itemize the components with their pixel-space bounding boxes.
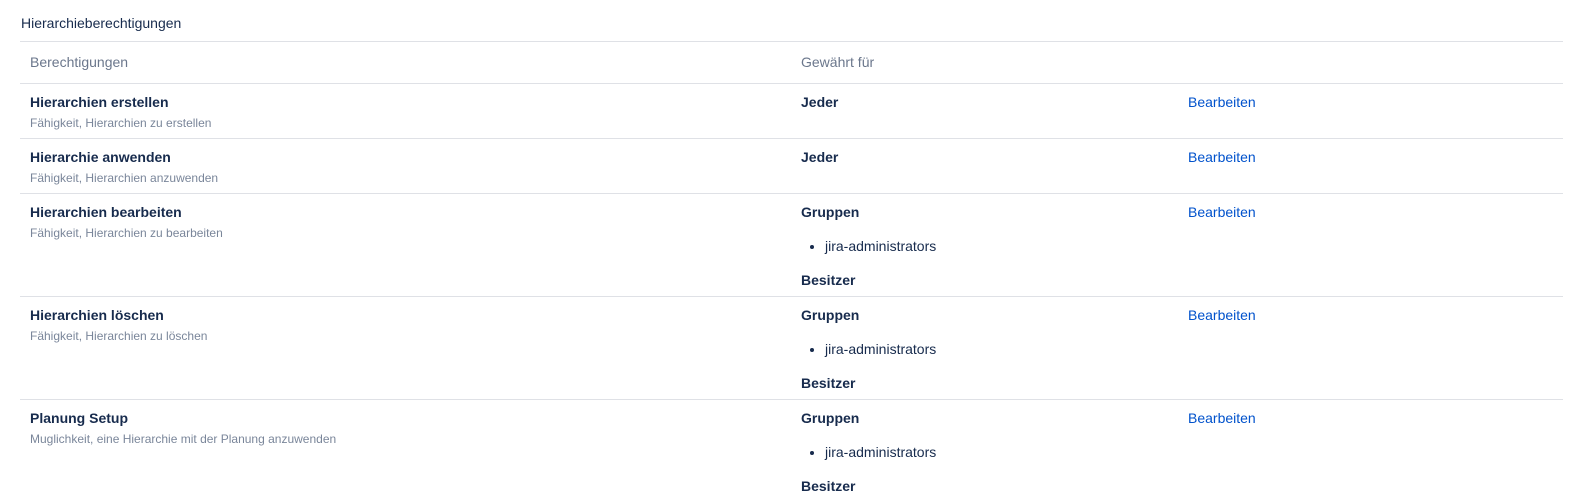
grantee-list-item: jira-administrators — [825, 442, 1168, 462]
grantee-list: jira-administrators — [801, 236, 1168, 256]
grantee-list-item: jira-administrators — [825, 236, 1168, 256]
granted-for-cell: Gruppen jira-administrators Besitzer — [791, 193, 1178, 297]
grantee-list: jira-administrators — [801, 339, 1168, 359]
table-row: Hierarchien bearbeiten Fähigkeit, Hierarc… — [20, 193, 1563, 297]
action-cell: Bearbeiten — [1178, 138, 1563, 194]
action-cell: Bearbeiten — [1178, 399, 1563, 502]
table-row: Hierarchien löschen Fähigkeit, Hierarchie… — [20, 296, 1563, 400]
edit-permission-link[interactable]: Bearbeiten — [1188, 410, 1256, 426]
permission-title: Hierarchien erstellen — [30, 94, 169, 110]
permission-title: Planung Setup — [30, 410, 128, 426]
edit-permission-link[interactable]: Bearbeiten — [1188, 94, 1256, 110]
permission-cell: Planung Setup Muglichkeit, eine Hierarchi… — [20, 399, 791, 502]
granted-for-cell: Gruppen jira-administrators Besitzer — [791, 296, 1178, 400]
edit-permission-link[interactable]: Bearbeiten — [1188, 204, 1256, 220]
permission-title: Hierarchien löschen — [30, 307, 164, 323]
permissions-table: Berechtigungen Gewährt für Hierarchien e… — [20, 41, 1563, 502]
action-cell: Bearbeiten — [1178, 296, 1563, 400]
grantee-type-label: Gruppen — [801, 204, 860, 220]
granted-for-cell: Jeder — [791, 84, 1178, 139]
action-cell: Bearbeiten — [1178, 84, 1563, 139]
permission-cell: Hierarchien bearbeiten Fähigkeit, Hierarc… — [20, 193, 791, 297]
permission-description: Fähigkeit, Hierarchien zu löschen — [30, 329, 208, 343]
permission-cell: Hierarchien löschen Fähigkeit, Hierarchie… — [20, 296, 791, 400]
granted-for-cell: Jeder — [791, 138, 1178, 194]
column-header-actions — [1178, 41, 1563, 84]
grantee-type-label: Besitzer — [801, 272, 856, 288]
permission-cell: Hierarchien erstellen Fähigkeit, Hierarch… — [20, 84, 791, 139]
grantee-list: jira-administrators — [801, 442, 1168, 462]
table-row: Hierarchien erstellen Fähigkeit, Hierarch… — [20, 84, 1563, 139]
grantee-type-label: Jeder — [801, 149, 839, 165]
edit-permission-link[interactable]: Bearbeiten — [1188, 149, 1256, 165]
table-row: Hierarchie anwenden Fähigkeit, Hierarchie… — [20, 138, 1563, 194]
grantee-type-label: Besitzer — [801, 478, 856, 494]
action-cell: Bearbeiten — [1178, 193, 1563, 297]
grantee-type-label: Besitzer — [801, 375, 856, 391]
column-header-permissions: Berechtigungen — [20, 41, 791, 84]
grantee-type-label: Jeder — [801, 94, 839, 110]
column-header-granted-for: Gewährt für — [791, 41, 1178, 84]
permission-cell: Hierarchie anwenden Fähigkeit, Hierarchie… — [20, 138, 791, 194]
page-title: Hierarchieberechtigungen — [21, 15, 182, 31]
permission-title: Hierarchie anwenden — [30, 149, 171, 165]
table-header-row: Berechtigungen Gewährt für — [20, 41, 1563, 84]
table-row: Planung Setup Muglichkeit, eine Hierarchi… — [20, 399, 1563, 502]
permissions-table-body: Hierarchien erstellen Fähigkeit, Hierarch… — [20, 84, 1563, 502]
permission-description: Fähigkeit, Hierarchien zu bearbeiten — [30, 226, 223, 240]
permission-title: Hierarchien bearbeiten — [30, 204, 182, 220]
permission-description: Fähigkeit, Hierarchien anzuwenden — [30, 171, 219, 185]
permission-description: Fähigkeit, Hierarchien zu erstellen — [30, 116, 212, 130]
permission-description: Muglichkeit, eine Hierarchie mit der Pla… — [30, 432, 337, 446]
grantee-type-label: Gruppen — [801, 307, 860, 323]
grantee-type-label: Gruppen — [801, 410, 860, 426]
edit-permission-link[interactable]: Bearbeiten — [1188, 307, 1256, 323]
granted-for-cell: Gruppen jira-administrators Besitzer — [791, 399, 1178, 502]
grantee-list-item: jira-administrators — [825, 339, 1168, 359]
